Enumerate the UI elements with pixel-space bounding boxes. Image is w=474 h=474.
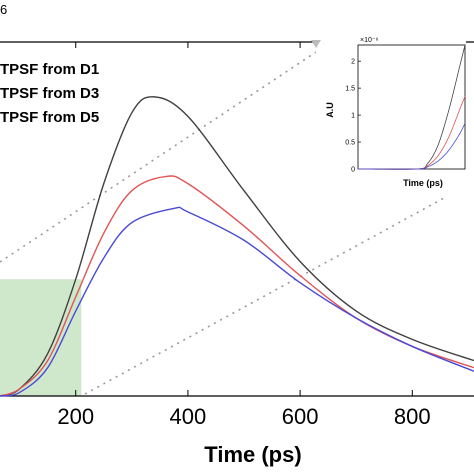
x-tick-label: 400 xyxy=(170,404,207,429)
inset-plot: 0 0.5 1 1.5 2 ×10⁻⁶ A.U Time (ps) xyxy=(311,37,466,198)
inset-y-tick-label: 1 xyxy=(351,113,355,120)
x-tick-label: 800 xyxy=(394,404,431,429)
guide-line-lower xyxy=(84,185,467,395)
legend-entry-d3: TPSF from D3 xyxy=(0,85,99,102)
inset-series-line-d5 xyxy=(357,122,466,170)
series-line-d5 xyxy=(0,206,474,397)
inset-y-tick-label: 2 xyxy=(351,59,355,66)
x-tick-label: 200 xyxy=(57,404,94,429)
legend-entry-d1: TPSF from D1 xyxy=(0,61,99,78)
inset-background xyxy=(316,38,466,198)
x-tick-label: 600 xyxy=(282,404,319,429)
x-ticks: 200 400 600 800 xyxy=(57,42,431,429)
inset-series-lines xyxy=(357,44,466,170)
guide-line-upper xyxy=(0,51,317,263)
zoom-guide-lines xyxy=(0,51,467,395)
series-lines xyxy=(0,96,474,397)
inset-y-tick-label: 1.5 xyxy=(345,86,355,93)
inset-y-axis-label: A.U xyxy=(325,102,335,118)
legend-entry-d5: TPSF from D5 xyxy=(0,109,99,126)
series-line-d1 xyxy=(0,96,474,397)
inset-x-axis-label: Time (ps) xyxy=(403,178,443,188)
zoom-marker-icon xyxy=(311,40,321,48)
inset-y-tick-label: 0.5 xyxy=(345,140,355,147)
corner-label: 6 xyxy=(0,2,7,17)
x-axis-label: Time (ps) xyxy=(204,442,301,467)
inset-y-tick-label: 0 xyxy=(351,167,355,174)
legend: TPSF from D1 TPSF from D3 TPSF from D5 xyxy=(0,61,99,126)
inset-y-exponent: ×10⁻⁶ xyxy=(360,37,379,44)
